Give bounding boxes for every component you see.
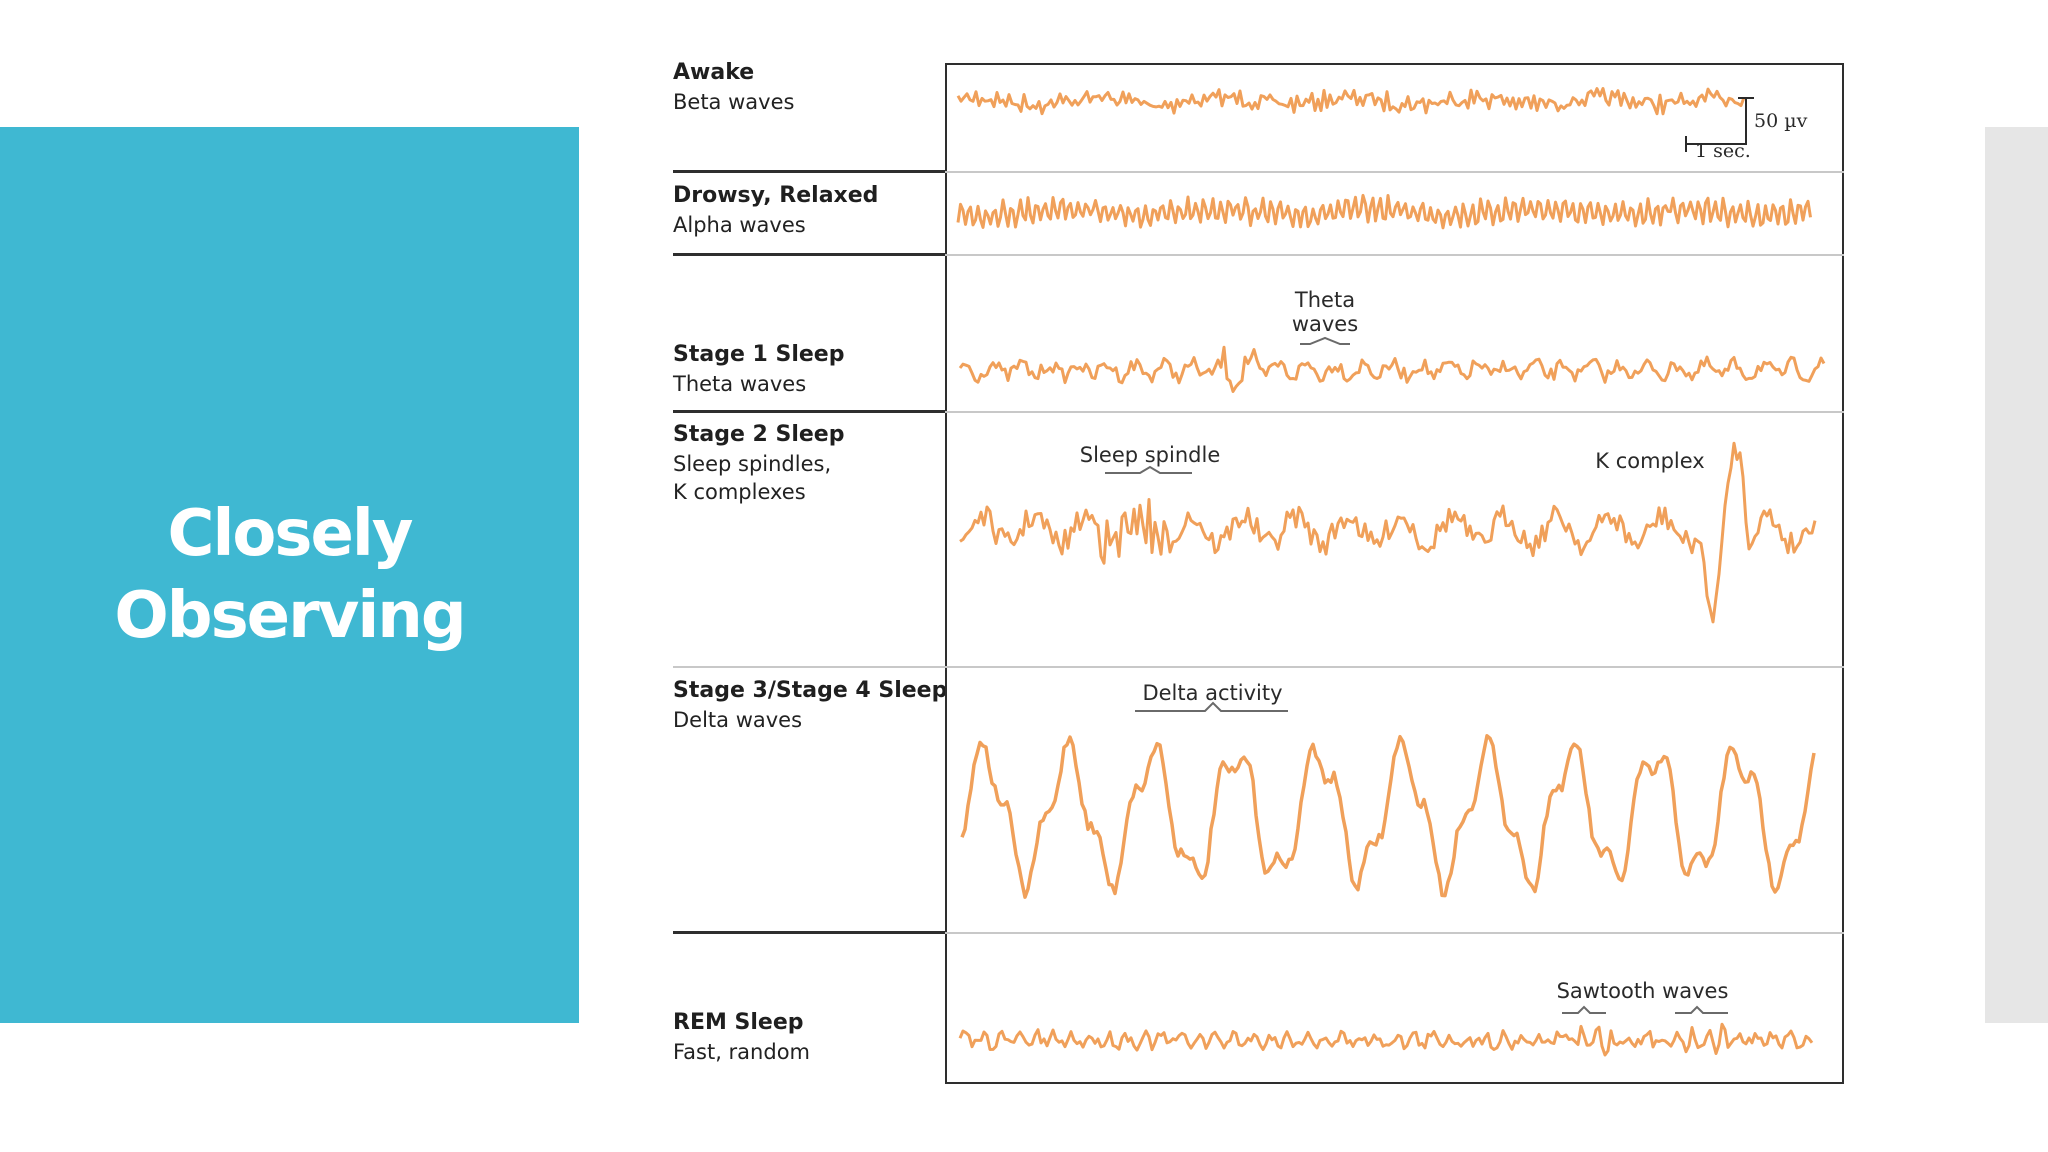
wave-stage1 <box>958 345 1826 393</box>
separator-right-5 <box>945 932 1844 934</box>
scale-bar <box>1685 97 1754 152</box>
stage-label-rem: REM Sleep <box>673 1010 804 1035</box>
stage-desc-awake: Beta waves <box>673 90 795 114</box>
annotation-sleep-spindle: Sleep spindle <box>1079 443 1221 467</box>
stage-label-stage2: Stage 2 Sleep <box>673 422 845 447</box>
scale-amplitude-label: 50 µv <box>1754 110 1808 132</box>
stage-label-stage1: Stage 1 Sleep <box>673 342 845 367</box>
title-panel: Closely Observing <box>0 127 579 1023</box>
scale-time-label: 1 sec. <box>1695 140 1751 162</box>
stage-desc-stage2: Sleep spindles, K complexes <box>673 452 832 504</box>
separator-left-5 <box>673 931 945 934</box>
wave-stage34 <box>960 734 1816 899</box>
stage-label-stage34: Stage 3/Stage 4 Sleep <box>673 678 948 703</box>
stage-desc-drowsy: Alpha waves <box>673 213 806 237</box>
bracket-delta <box>1135 701 1288 712</box>
annotation-sawtooth-waves: Sawtooth waves <box>1556 979 1729 1003</box>
stage-label-drowsy: Drowsy, Relaxed <box>673 183 879 208</box>
wave-awake <box>956 87 1746 116</box>
separator-4 <box>673 666 1844 668</box>
bracket-sawtooth-1 <box>1562 1005 1606 1014</box>
stage-desc-rem: Fast, random <box>673 1040 810 1064</box>
bracket-sawtooth-2 <box>1675 1005 1728 1014</box>
bracket-theta <box>1300 336 1350 345</box>
annotation-theta-waves: Theta waves <box>1291 288 1359 336</box>
stage-label-awake: Awake <box>673 60 755 85</box>
separator-right-1 <box>945 171 1844 173</box>
bracket-spindle <box>1105 465 1192 474</box>
separator-left-3 <box>673 410 945 413</box>
stage-desc-stage1: Theta waves <box>673 372 807 396</box>
separator-right-3 <box>945 411 1844 413</box>
slide-title: Closely Observing <box>114 497 466 653</box>
separator-left-2 <box>673 253 945 256</box>
annotation-delta-activity: Delta activity <box>1142 681 1283 705</box>
separator-right-2 <box>945 254 1844 256</box>
separator-left-1 <box>673 170 945 173</box>
stage-desc-stage34: Delta waves <box>673 708 803 732</box>
side-strip <box>1985 127 2048 1023</box>
wave-rem <box>958 1022 1814 1057</box>
wave-stage2 <box>959 441 1817 624</box>
annotation-k-complex: K complex <box>1595 449 1705 473</box>
trace-panel <box>945 63 1844 1084</box>
wave-drowsy <box>956 193 1812 230</box>
